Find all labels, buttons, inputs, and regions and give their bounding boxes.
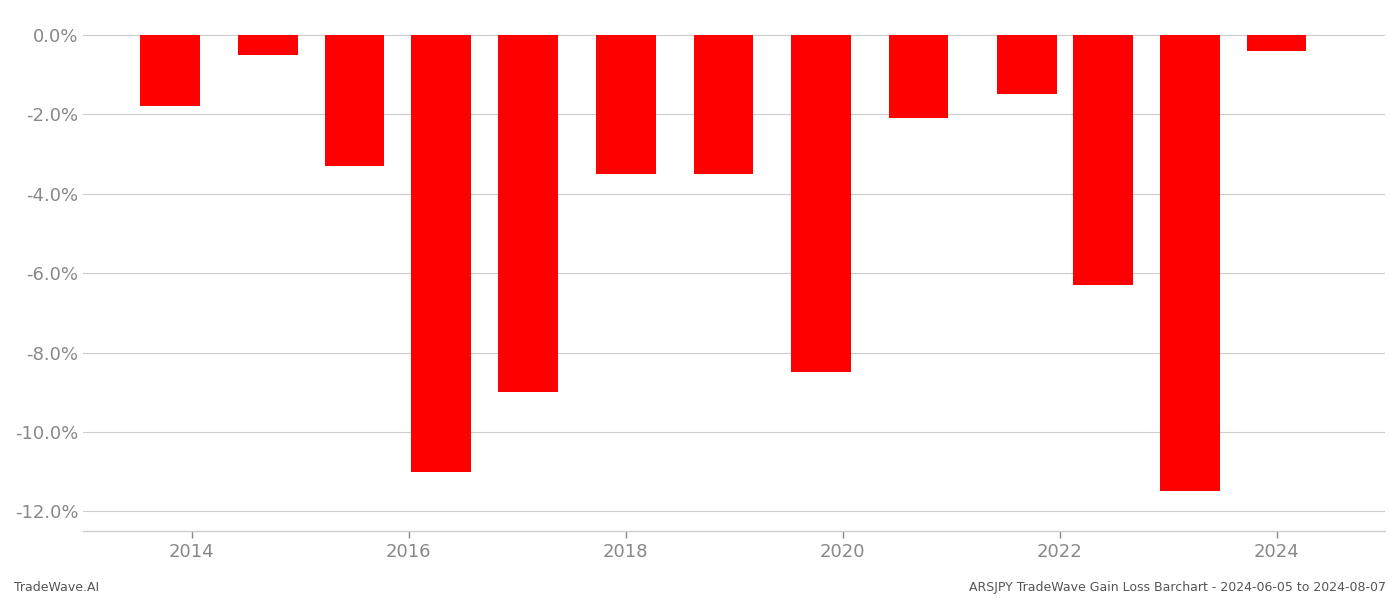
Bar [997, 35, 1057, 94]
Bar [1161, 35, 1219, 491]
Bar [1074, 35, 1133, 285]
Bar [412, 35, 472, 472]
Bar [498, 35, 559, 392]
Bar [693, 35, 753, 174]
Text: ARSJPY TradeWave Gain Loss Barchart - 2024-06-05 to 2024-08-07: ARSJPY TradeWave Gain Loss Barchart - 20… [969, 581, 1386, 594]
Bar [791, 35, 851, 373]
Bar [1247, 35, 1306, 51]
Text: TradeWave.AI: TradeWave.AI [14, 581, 99, 594]
Bar [889, 35, 948, 118]
Bar [325, 35, 385, 166]
Bar [238, 35, 298, 55]
Bar [140, 35, 200, 106]
Bar [596, 35, 655, 174]
